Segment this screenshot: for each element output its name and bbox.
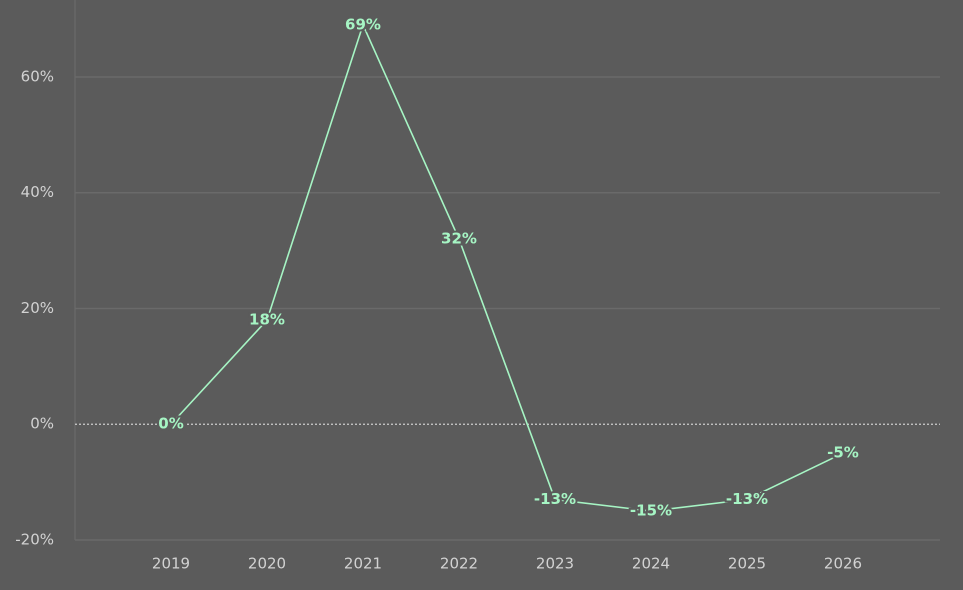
x-tick-label: 2021 (344, 555, 382, 573)
data-label: 18% (249, 311, 285, 329)
data-label: -13% (726, 490, 768, 508)
y-tick-label: 20% (21, 299, 54, 317)
x-tick-label: 2025 (728, 555, 766, 573)
data-label: -13% (534, 490, 576, 508)
data-label: 32% (441, 230, 477, 248)
data-label: 69% (345, 15, 381, 33)
data-label: 0% (158, 415, 183, 433)
y-tick-label: 0% (30, 415, 54, 433)
line (170, 22, 844, 512)
data-label: -5% (827, 444, 859, 462)
x-tick-label: 2020 (248, 555, 286, 573)
y-tick-label: 60% (21, 67, 54, 85)
x-tick-label: 2019 (152, 555, 190, 573)
y-tick-label: -20% (15, 531, 54, 549)
x-tick-label: 2022 (440, 555, 478, 573)
x-tick-label: 2023 (536, 555, 574, 573)
x-tick-label: 2024 (632, 555, 670, 573)
y-tick-label: 40% (21, 183, 54, 201)
data-label: -15% (630, 502, 672, 520)
x-tick-label: 2026 (824, 555, 862, 573)
